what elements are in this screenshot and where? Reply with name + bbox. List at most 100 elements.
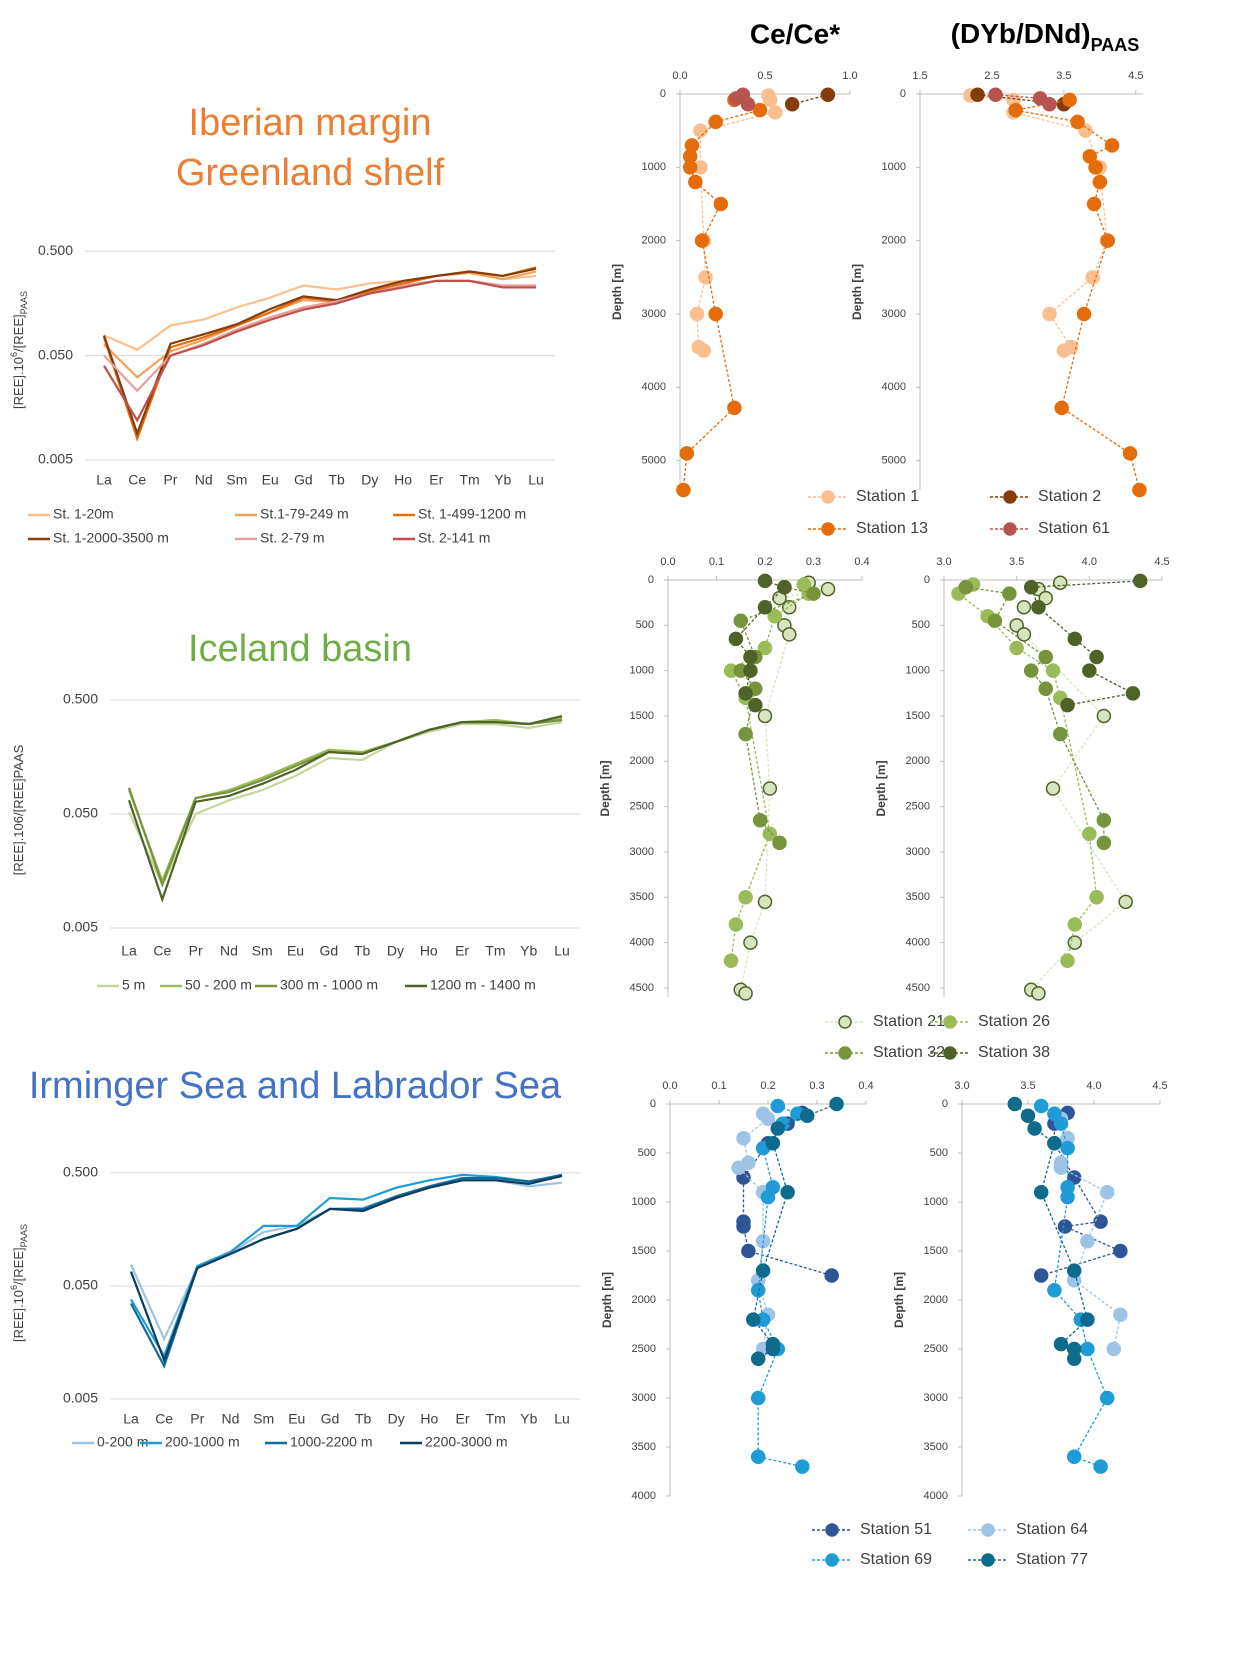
data-point [1042,306,1057,322]
data-point [1042,97,1057,112]
y-tick-label: 1500 [632,1245,656,1257]
data-point [1066,1449,1082,1465]
x-tick-label: Yb [494,472,511,488]
data-point [767,609,782,624]
legend-label: St. 2-141 m [418,530,490,546]
y-tick-label: 4000 [632,1490,656,1502]
x-tick-label: Gd [294,472,313,488]
data-point [1085,270,1100,285]
legend-marker [981,1523,995,1537]
data-point [1062,92,1077,108]
data-point [738,986,753,1001]
legend-label: 1000-2200 m [290,1434,373,1450]
data-point [757,894,773,910]
chart-title: Greenland shelf [176,152,445,194]
legend-label: Station 32 [873,1044,945,1061]
legend-label: Station 61 [1038,520,1110,537]
data-point [799,1108,815,1124]
legend-label: Station 26 [978,1013,1050,1030]
data-point [757,640,773,656]
x-tick-label: Eu [287,943,304,959]
profile-line [1054,1113,1122,1350]
y-tick-label: 3000 [630,846,654,858]
y-axis-label: Depth [m] [874,761,888,817]
data-point [738,686,753,701]
y-tick-label: 0.005 [38,451,73,467]
data-point [757,599,773,615]
legend-marker [1003,490,1017,504]
column-title-main: (DYb/DNd) [951,18,1091,49]
legend-label: St. 1-20m [53,506,114,522]
data-point [743,935,758,950]
legend-marker [821,522,835,536]
data-point [1080,1341,1095,1357]
y-axis-label-part: PAAS [19,291,29,314]
x-tick-label: Er [429,472,443,488]
y-tick-label: 1000 [906,665,930,677]
y-tick-label: 2000 [642,235,666,247]
data-point [1047,1106,1062,1122]
data-point [1047,1135,1062,1151]
data-point [1104,138,1120,153]
legend-label: 2200-3000 m [425,1434,508,1450]
y-axis-label-part: [REE].106/[REE]PAAS [11,744,26,875]
data-point [679,446,695,461]
legend-label: Station 69 [860,1551,932,1568]
data-point [1118,894,1133,910]
data-point [727,400,742,416]
x-tick-label: 0.1 [709,556,724,568]
x-tick-label: Lu [554,1411,570,1427]
legend-marker [838,1046,852,1060]
series-line [103,279,536,423]
y-tick-label: 3500 [630,891,654,903]
y-tick-label: 0.050 [38,346,73,362]
data-point [708,306,723,322]
y-tick-label: 500 [636,619,654,631]
x-tick-label: 0.1 [711,1080,726,1092]
data-point [1008,102,1023,118]
x-tick-label: Pr [190,1411,204,1427]
x-tick-label: Nd [220,943,238,959]
data-point [750,1449,766,1465]
data-point [1099,1390,1115,1406]
data-point [784,97,800,112]
data-point [1096,835,1112,851]
y-tick-label: 1000 [882,161,906,173]
y-tick-label: 4500 [906,982,930,994]
data-point [1099,1184,1115,1200]
y-tick-label: 0 [942,1098,948,1110]
y-tick-label: 4000 [906,937,930,949]
y-tick-label: 3500 [906,891,930,903]
data-point [1053,1116,1069,1131]
legend-label: 300 m - 1000 m [280,977,378,993]
x-tick-label: 1.5 [912,70,927,82]
data-point [1060,1140,1075,1156]
y-axis-label: [REE].106/[REE]PAAS [11,744,26,875]
x-tick-label: 3.5 [1009,556,1024,568]
data-point [682,160,698,175]
x-tick-label: Sm [226,472,247,488]
legend-label: St.1-79-249 m [260,506,349,522]
data-point [765,1135,781,1151]
data-point [772,835,787,851]
y-tick-label: 4000 [642,381,666,393]
data-point [738,890,753,905]
x-tick-label: 0.5 [757,70,772,82]
y-tick-label: 1000 [924,1196,948,1208]
data-point [752,812,768,828]
profile-line [957,583,1098,961]
data-point [782,599,797,615]
y-tick-label: 2500 [924,1343,948,1355]
data-point [1113,1307,1128,1322]
x-tick-label: 4.5 [1128,70,1143,82]
x-tick-label: 4.5 [1152,1080,1167,1092]
y-axis-label-part: PAAS [19,1224,29,1247]
data-point [748,697,763,713]
x-tick-label: 1.0 [842,70,857,82]
y-tick-label: 1500 [924,1245,948,1257]
x-tick-label: Nd [222,1411,240,1427]
profile-line [737,1113,769,1350]
x-tick-label: Dy [387,943,404,959]
y-tick-label: 5000 [642,455,666,467]
